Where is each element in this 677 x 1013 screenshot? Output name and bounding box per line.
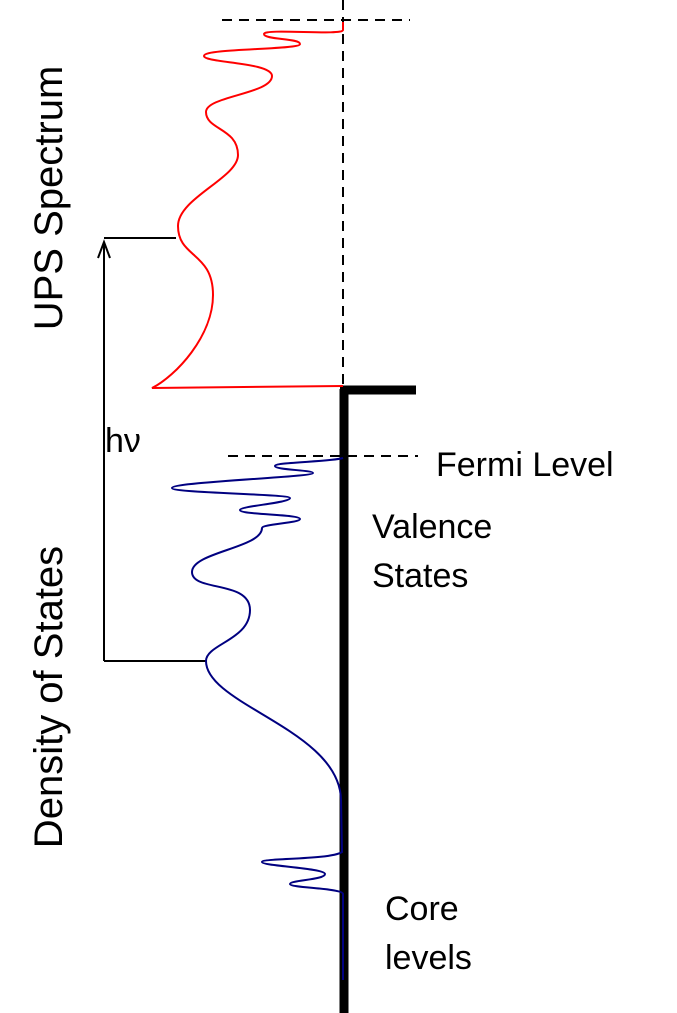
density-of-states-label: Density of States <box>27 546 71 848</box>
ups-spectrum-curve <box>151 22 344 389</box>
valence-states-label-line2: States <box>372 557 468 595</box>
photon-energy-label: hν <box>105 422 141 460</box>
hv-arrow-head <box>97 239 111 259</box>
dos-curve <box>170 457 344 980</box>
fermi-level-label: Fermi Level <box>436 446 614 484</box>
core-levels-label-line1: Core <box>385 890 459 928</box>
ups-spectrum-label: UPS Spectrum <box>27 66 71 331</box>
valence-states-label-line1: Valence <box>372 508 492 546</box>
core-levels-label-line2: levels <box>385 939 472 977</box>
